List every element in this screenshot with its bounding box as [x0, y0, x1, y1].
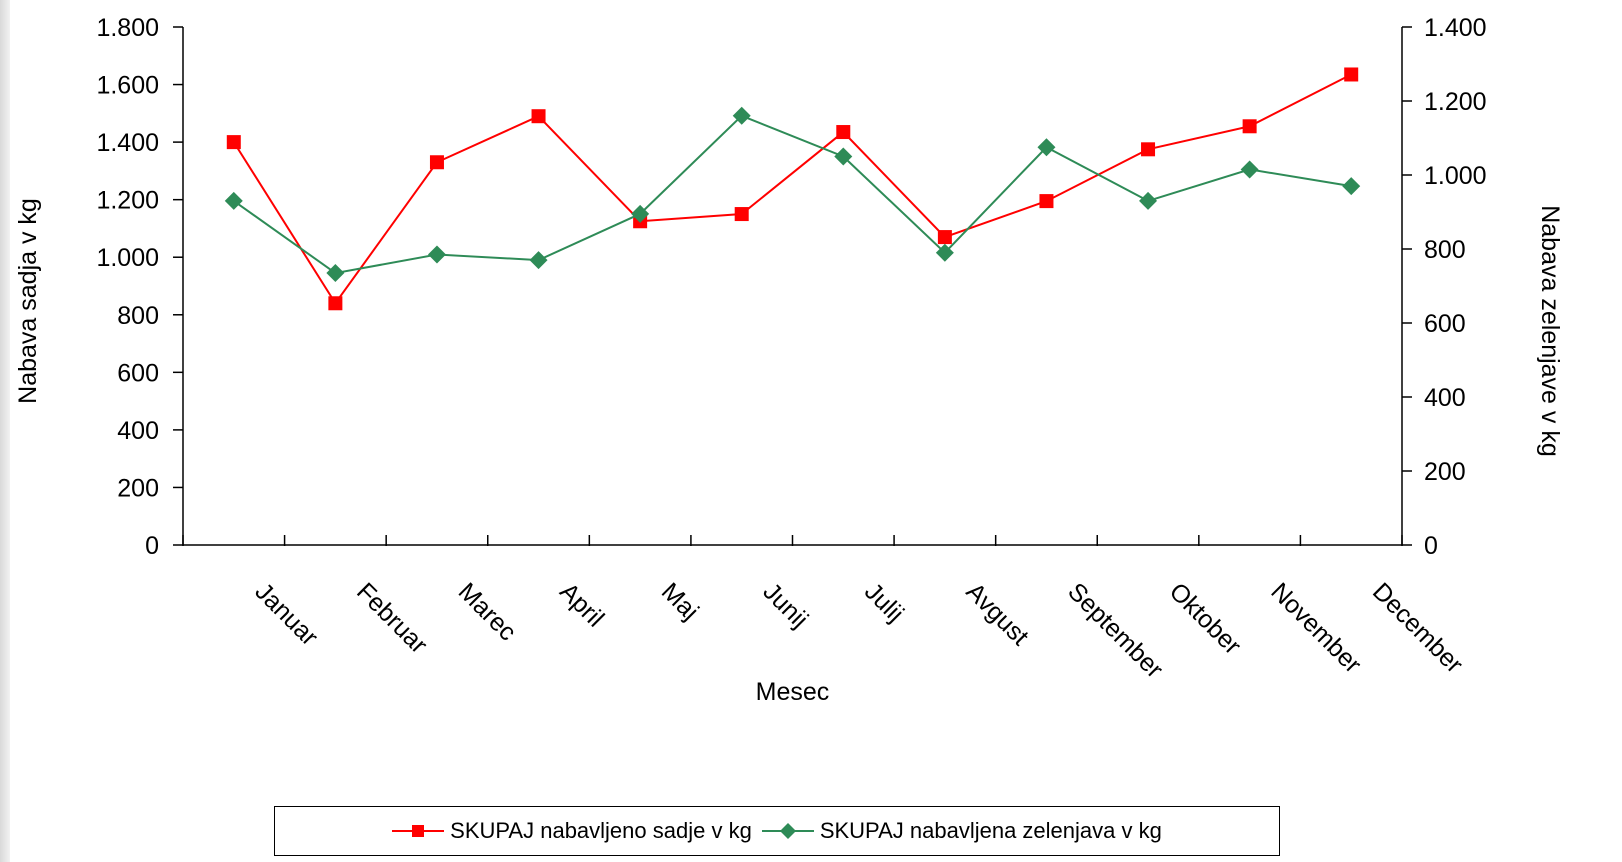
y-tick-label-right: 0 — [1424, 532, 1438, 560]
y-tick-label-right: 1.200 — [1424, 88, 1487, 116]
y-tick-label-right: 1.000 — [1424, 162, 1487, 190]
data-point-square — [328, 296, 343, 311]
x-tick-label: Marec — [453, 577, 522, 646]
series-line-0 — [232, 73, 1352, 306]
x-axis-title: Mesec — [756, 678, 830, 706]
data-point-diamond — [326, 264, 345, 283]
data-point-square — [1141, 142, 1156, 157]
y-tick-label-right: 1.400 — [1424, 14, 1487, 42]
x-tick-label: Maj — [656, 577, 704, 625]
x-tick-label: Julij — [859, 577, 909, 627]
data-point-diamond — [1240, 160, 1259, 179]
data-point-diamond — [631, 204, 650, 223]
data-point-diamond — [1342, 177, 1361, 196]
y-tick-label-right: 200 — [1424, 458, 1466, 486]
window-left-edge — [0, 0, 10, 862]
x-tick-label: November — [1265, 577, 1366, 678]
legend-swatch-sadje — [392, 825, 445, 837]
legend-swatch-zelenjava — [761, 823, 814, 839]
y-tick-label-left: 800 — [117, 302, 159, 330]
data-point-diamond — [732, 106, 751, 125]
x-tick-label: September — [1062, 577, 1168, 683]
y-tick-label-left: 1.600 — [96, 72, 159, 100]
y-tick-label-left: 1.800 — [96, 14, 159, 42]
y-axis-title-left: Nabava sadja v kg — [14, 198, 42, 404]
y-tick-label-right: 600 — [1424, 310, 1466, 338]
data-point-diamond — [935, 243, 954, 262]
legend-label-sadje: SKUPAJ nabavljeno sadje v kg — [450, 818, 752, 843]
data-point-diamond — [1139, 191, 1158, 210]
y-tick-label-left: 200 — [117, 474, 159, 502]
data-point-square — [1344, 67, 1359, 82]
x-tick-label: April — [554, 577, 609, 632]
line-chart: 0 200 400 600 800 1.000 1.200 1.400 1.600 1.800 0 2… — [14, 14, 1564, 706]
data-point-square — [836, 125, 851, 140]
y-axis-title-right: Nabava zelenjave v kg — [1536, 205, 1564, 457]
y-tick-label-left: 1.400 — [96, 129, 159, 157]
data-point-diamond — [1037, 138, 1056, 157]
data-point-diamond — [529, 251, 548, 270]
y-tick-label-left: 1.000 — [96, 244, 159, 272]
data-point-square — [1242, 119, 1257, 134]
legend-label-zelenjava: SKUPAJ nabavljena zelenjava v kg — [819, 818, 1162, 843]
y-tick-label-left: 600 — [117, 359, 159, 387]
legend-item-zelenjava: SKUPAJ nabavljena zelenjava v kg — [761, 818, 1162, 844]
series-line-1 — [233, 114, 1352, 275]
x-tick-label: Februar — [351, 577, 433, 659]
data-point-diamond — [224, 191, 243, 210]
data-point-square — [226, 135, 241, 150]
y-tick-label-left: 0 — [145, 532, 159, 560]
x-tick-label: Junij — [757, 577, 813, 633]
data-point-square — [429, 155, 444, 170]
x-tick-label: Oktober — [1164, 577, 1247, 660]
data-point-diamond — [427, 245, 446, 264]
y-tick-label-left: 1.200 — [96, 187, 159, 215]
data-point-square — [1039, 194, 1054, 209]
y-tick-label-right: 400 — [1424, 384, 1466, 412]
x-tick-label: December — [1367, 577, 1468, 678]
data-point-square — [734, 207, 749, 222]
data-point-square — [531, 109, 546, 124]
chart-legend: SKUPAJ nabavljeno sadje v kg SKUPAJ naba… — [274, 806, 1280, 856]
data-point-diamond — [834, 147, 853, 166]
x-tick-label: Januar — [250, 577, 324, 651]
y-tick-label-left: 400 — [117, 417, 159, 445]
legend-item-sadje: SKUPAJ nabavljeno sadje v kg — [392, 818, 752, 844]
data-point-square — [937, 230, 952, 245]
y-tick-label-right: 800 — [1424, 236, 1466, 264]
x-tick-label: Avgust — [961, 577, 1035, 651]
